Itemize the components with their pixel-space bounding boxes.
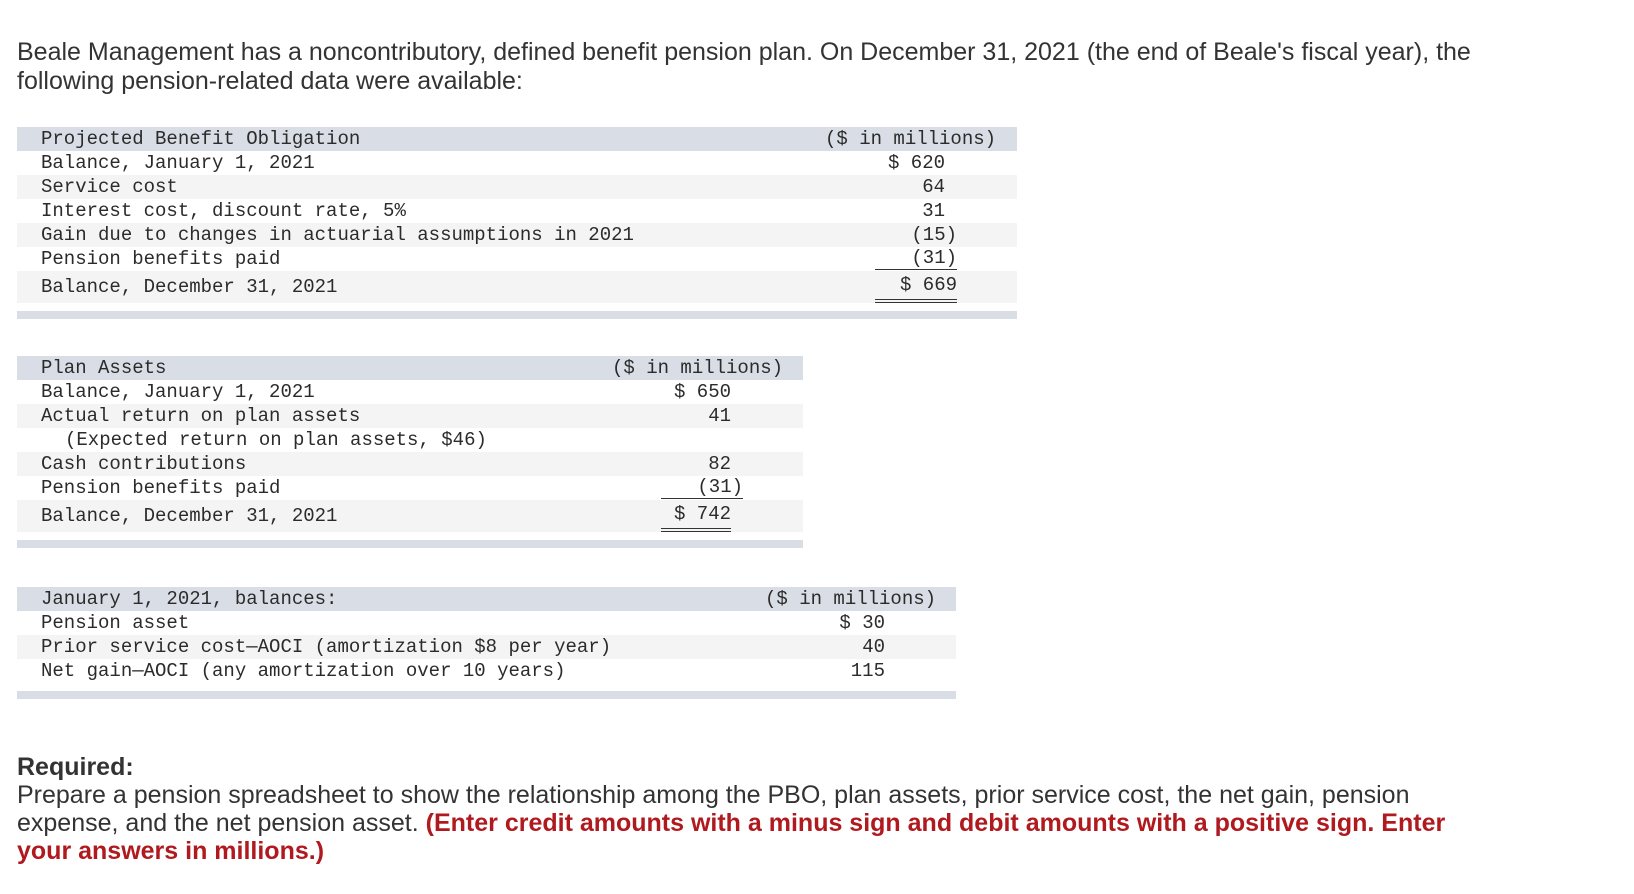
pbo-title: Projected Benefit Obligation [41, 128, 361, 150]
required-title: Required: [17, 753, 134, 781]
row-label: Service cost [41, 176, 178, 198]
pbo-header-row: Projected Benefit Obligation ($ in milli… [17, 127, 1017, 151]
balances-table: January 1, 2021, balances: ($ in million… [17, 587, 956, 699]
problem-intro: Beale Management has a noncontributory, … [17, 38, 1471, 95]
row-label: Prior service cost—AOCI (amortization $8… [41, 636, 612, 658]
row-label: Pension benefits paid [41, 248, 281, 270]
pbo-table: Projected Benefit Obligation ($ in milli… [17, 127, 1017, 319]
row-label: (Expected return on plan assets, $46) [65, 429, 487, 451]
table-row: Pension benefits paid (31) [17, 476, 803, 500]
table-row: Prior service cost—AOCI (amortization $8… [17, 635, 956, 659]
plan-assets-table: Plan Assets ($ in millions) Balance, Jan… [17, 356, 803, 548]
row-value: 82 [708, 453, 731, 475]
row-label: Actual return on plan assets [41, 405, 361, 427]
row-value: (31) [661, 476, 743, 499]
table-footer-bar [17, 691, 956, 699]
balances-title: January 1, 2021, balances: [41, 588, 338, 610]
table-row: Pension benefits paid (31) [17, 247, 1017, 271]
row-value: $ 30 [839, 612, 885, 634]
row-value: (15) [911, 224, 957, 246]
table-row: Balance, January 1, 2021 $ 650 [17, 380, 803, 404]
row-value: 40 [862, 636, 885, 658]
required-section: Required: Prepare a pension spreadsheet … [17, 753, 1487, 865]
table-row: Balance, January 1, 2021 $ 620 [17, 151, 1017, 175]
row-label: Balance, January 1, 2021 [41, 152, 315, 174]
plan-assets-header-row: Plan Assets ($ in millions) [17, 356, 803, 380]
table-row: Interest cost, discount rate, 5% 31 [17, 199, 1017, 223]
row-label: Interest cost, discount rate, 5% [41, 200, 406, 222]
row-label: Pension asset [41, 612, 190, 634]
row-value: (31) [875, 247, 957, 270]
table-row-total: Balance, December 31, 2021 $ 669 [17, 271, 1017, 303]
table-footer-bar [17, 540, 803, 548]
table-row: Net gain—AOCI (any amortization over 10 … [17, 659, 956, 683]
row-label: Net gain—AOCI (any amortization over 10 … [41, 660, 566, 682]
balances-unit: ($ in millions) [765, 588, 937, 610]
row-label: Balance, December 31, 2021 [41, 276, 338, 298]
row-label: Balance, January 1, 2021 [41, 381, 315, 403]
row-value: 64 [922, 176, 945, 198]
row-label: Balance, December 31, 2021 [41, 505, 338, 527]
required-note: (Enter credit amounts with a minus sign … [17, 809, 1446, 865]
plan-assets-unit: ($ in millions) [612, 357, 784, 379]
table-row: Cash contributions 82 [17, 452, 803, 476]
table-row: Gain due to changes in actuarial assumpt… [17, 223, 1017, 247]
row-value: 41 [708, 405, 731, 427]
row-value: 31 [922, 200, 945, 222]
plan-assets-title: Plan Assets [41, 357, 167, 379]
table-footer-bar [17, 311, 1017, 319]
table-row: Service cost 64 [17, 175, 1017, 199]
row-value: 115 [850, 660, 885, 682]
row-label: Cash contributions [41, 453, 247, 475]
row-value: $ 650 [673, 381, 731, 403]
table-row: Pension asset $ 30 [17, 611, 956, 635]
required-text: Prepare a pension spreadsheet to show th… [17, 781, 1410, 837]
row-label: Pension benefits paid [41, 477, 281, 499]
row-value: $ 620 [887, 152, 945, 174]
pbo-unit: ($ in millions) [825, 128, 997, 150]
balances-header-row: January 1, 2021, balances: ($ in million… [17, 587, 956, 611]
row-value: $ 742 [661, 500, 731, 532]
table-row: (Expected return on plan assets, $46) [17, 428, 803, 452]
table-row: Actual return on plan assets 41 [17, 404, 803, 428]
row-value: $ 669 [875, 271, 957, 303]
row-label: Gain due to changes in actuarial assumpt… [41, 224, 634, 246]
table-row-total: Balance, December 31, 2021 $ 742 [17, 500, 803, 532]
